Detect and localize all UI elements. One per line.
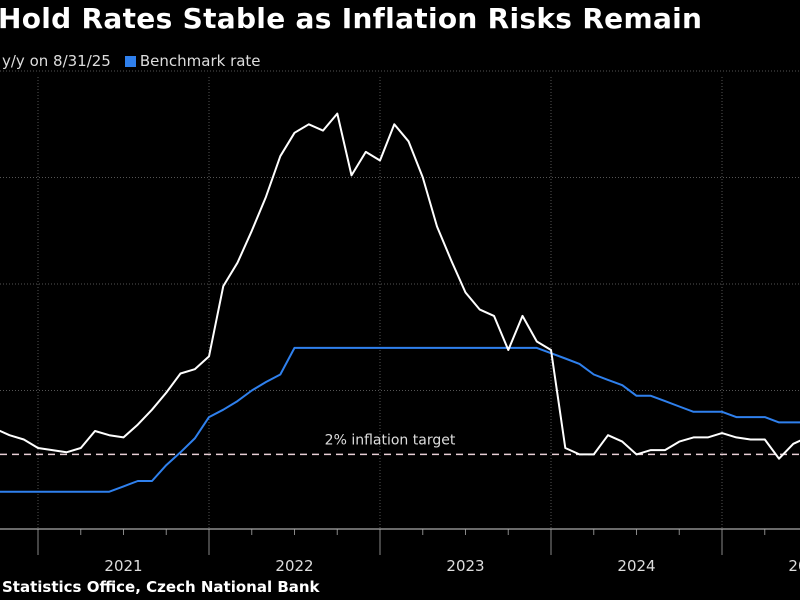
inflation-target-label: 2% inflation target	[325, 432, 456, 448]
legend-inflation-label: y/y on 8/31/25	[2, 52, 111, 70]
legend: y/y on 8/31/25 Benchmark rate	[2, 52, 261, 70]
x-tick-label: 2025	[788, 557, 800, 575]
legend-benchmark-label: Benchmark rate	[139, 52, 261, 70]
x-tick-label: 2024	[617, 557, 655, 575]
benchmark-rate-line	[0, 346, 800, 493]
chart-title: Hold Rates Stable as Inflation Risks Rem…	[0, 2, 703, 35]
x-tick-label: 2023	[446, 557, 484, 575]
source-note: Statistics Office, Czech National Bank	[2, 578, 320, 596]
x-tick-label: 2022	[275, 557, 313, 575]
inflation-line	[0, 112, 800, 460]
legend-benchmark-swatch	[124, 55, 136, 67]
x-tick-label: 2021	[104, 557, 142, 575]
